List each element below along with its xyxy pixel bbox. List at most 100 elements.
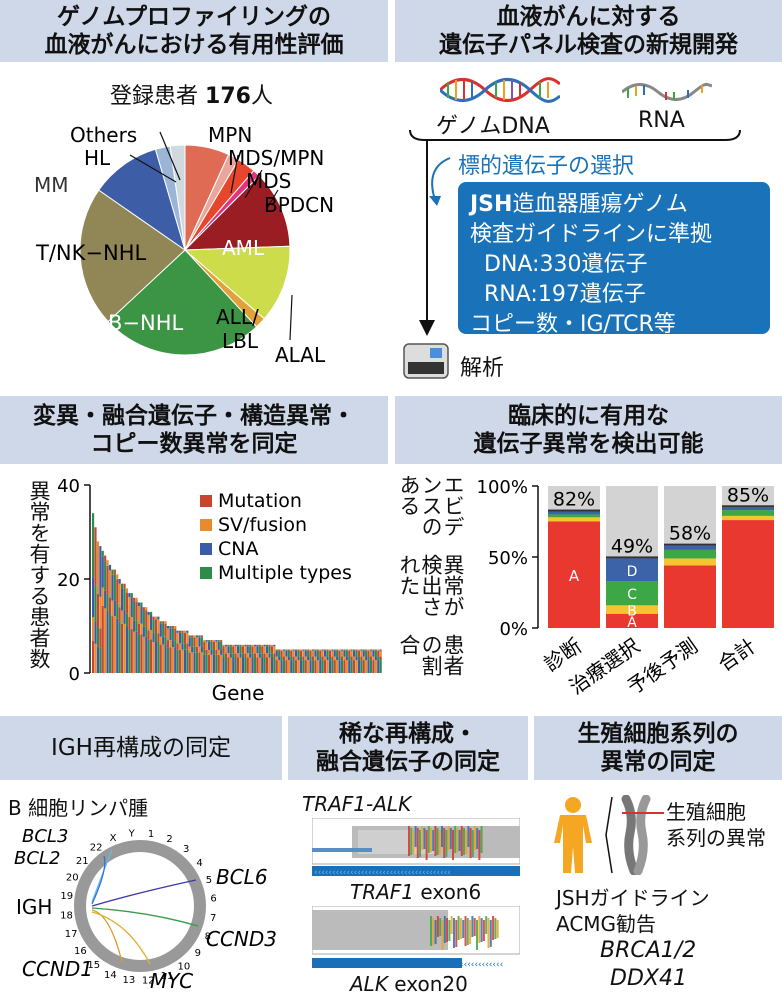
gene-bar-segment: [302, 650, 305, 657]
gene-bar: [333, 649, 336, 673]
gene-bar-segment: [324, 649, 327, 651]
chromosome-number: 4: [196, 858, 202, 869]
box-line4: RNA:197遺伝子: [484, 282, 646, 307]
gene-bar-segment: [157, 641, 160, 673]
gene-bar-segment: [217, 640, 220, 642]
gene-bar-segment: [328, 650, 331, 657]
gene-bar-segment: [96, 541, 99, 595]
gene-bar-segment: [239, 653, 242, 658]
gene-bar-segment: [222, 653, 225, 658]
gene-bar-segment: [266, 657, 269, 673]
gene-bar-segment: [210, 640, 213, 642]
gene-bar-segment: [200, 635, 203, 638]
gene-bar-segment: [101, 550, 104, 557]
gene-bar: [205, 640, 208, 674]
gene-bar-segment: [348, 656, 351, 661]
gene-bar: [157, 616, 160, 673]
gene-bar-segment: [135, 631, 138, 673]
gene-bar-segment: [222, 646, 225, 654]
stack-segment-b: [664, 558, 716, 566]
gene-bar-segment: [309, 660, 312, 673]
gene-bar-segment: [343, 650, 346, 657]
gene-bar-segment: [118, 579, 121, 584]
chromosome-number: 14: [104, 970, 117, 981]
gene-bar-segment: [200, 646, 203, 653]
circos-label-igh: IGH: [16, 895, 52, 919]
gene-bar: [246, 644, 249, 673]
mismatch-stripe: [494, 918, 497, 939]
gene-bar-segment: [292, 649, 295, 651]
gene-bar: [229, 644, 232, 673]
segment-letter-a: A: [569, 567, 580, 585]
gene-bar-segment: [111, 569, 114, 575]
gene-bar-segment: [215, 654, 218, 674]
gene-bar-segment: [324, 656, 327, 661]
gene-bar-segment: [270, 653, 273, 658]
gene-bar-segment: [287, 656, 290, 661]
fusion-title: TRAF1-ALK: [302, 792, 412, 816]
gene-bar-segment: [307, 649, 310, 651]
gene-bar-segment: [128, 593, 131, 598]
gene-bar-segment: [292, 660, 295, 673]
gene-bar: [203, 640, 206, 674]
gene-bar: [295, 649, 298, 673]
pie-slice-bnhl: [107, 249, 258, 356]
gene-bar-segment: [297, 650, 300, 657]
chromosome-number: 2: [166, 834, 172, 845]
gene-bar: [234, 644, 237, 673]
registered-unit: 人: [250, 84, 273, 109]
panel2-header: 血液がんに対する 遺伝子パネル検査の新規開発: [395, 0, 782, 62]
gene-bar-segment: [179, 632, 182, 644]
segment-letter-d: D: [627, 564, 638, 580]
mismatch-stripe: [460, 826, 463, 856]
gene-bar-segment: [174, 647, 177, 673]
gene-bar-segment: [256, 657, 259, 673]
panel4-header: 臨床的に有用な 遺伝子異常を検出可能: [395, 396, 782, 464]
gene-bar-segment: [159, 621, 162, 624]
gene-bar-segment: [234, 646, 237, 654]
rna-strand-icon: [622, 82, 712, 101]
gene-bar-segment: [145, 626, 148, 637]
panel3-title-line2: コピー数異常を同定: [90, 431, 298, 457]
gene-bar-segment: [111, 616, 114, 673]
gene-bar-segment: [154, 633, 157, 642]
gene-bar-segment: [331, 649, 334, 651]
gene-bar: [278, 649, 281, 673]
gene-bar-segment: [263, 657, 266, 673]
gene-bar-segment: [208, 640, 211, 642]
gene-bar-segment: [183, 643, 186, 650]
gene-bar-segment: [200, 637, 203, 647]
igh-subtitle: B 細胞リンパ腫: [8, 796, 149, 820]
chromosome-number: 8: [205, 932, 211, 943]
gene-bar-segment: [270, 644, 273, 647]
gene-bar-segment: [229, 657, 232, 673]
stack-segment-a: [606, 613, 658, 628]
gene-bar: [321, 649, 324, 673]
gene-bar-segment: [162, 636, 165, 645]
gene-bar-segment: [319, 649, 322, 651]
gene-bar-segment: [316, 660, 319, 673]
gene-bar-segment: [253, 657, 257, 673]
gene-bar-segment: [212, 649, 215, 655]
gene-bar-segment: [275, 656, 278, 661]
gene-bar-segment: [147, 611, 150, 615]
gene-bar: [263, 644, 266, 673]
gene-bar-segment: [369, 660, 373, 673]
gene-bar-segment: [345, 650, 348, 657]
gene-bar: [304, 649, 307, 673]
bar-ytick-0: 0: [69, 664, 80, 685]
gene-bar-segment: [118, 607, 121, 622]
gene-bar-segment: [362, 656, 365, 661]
gene-bar-segment: [345, 649, 348, 651]
gene-bar-segment: [379, 650, 382, 657]
gene-bar-segment: [96, 594, 99, 627]
gene-bar-segment: [140, 623, 143, 635]
gene-bar-segment: [101, 556, 104, 588]
gene-bar-segment: [326, 660, 329, 673]
gene-bar: [227, 644, 230, 673]
gene-bar-segment: [174, 640, 177, 648]
gene-bar-segment: [374, 650, 377, 657]
gene-bar-segment: [169, 626, 172, 629]
gene-bar-segment: [275, 650, 278, 657]
